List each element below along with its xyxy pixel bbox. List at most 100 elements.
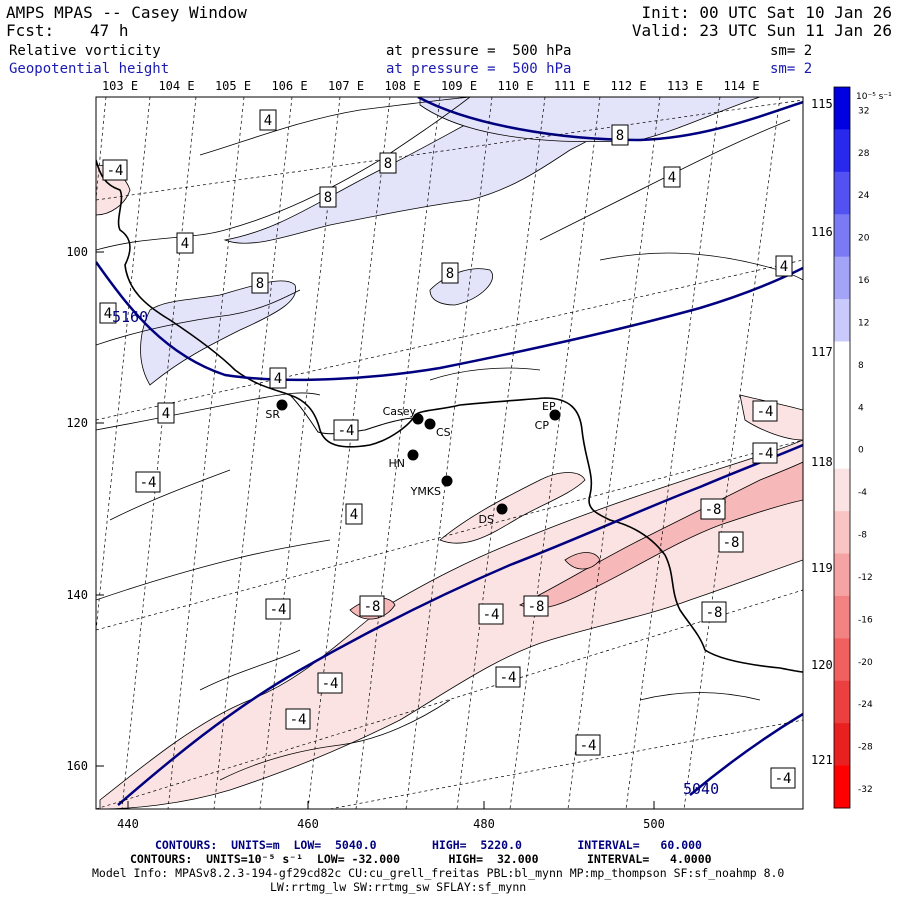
parallel-line [329, 719, 803, 809]
colorbar-swatch [834, 256, 850, 300]
vorticity-contour-label: -8 [700, 498, 726, 520]
vorticity-contour-label: -8 [523, 595, 549, 617]
vorticity-labels: 4 8 8 8 4 8 4 4 8 4 4 4 4 -4 -4 -4 -4 -8 -8 -8 -8 -4 -4 -8 -4 -4 -… [99, 109, 796, 789]
station-ymks: YMKS [410, 475, 453, 498]
colorbar-swatch [834, 595, 850, 639]
top-longitude-labels: 103 E 104 E 105 E 106 E 107 E 108 E 109 E 110 E… [102, 79, 760, 93]
svg-text:4: 4 [264, 113, 272, 129]
top-lon-label: 106 E [271, 79, 307, 93]
colorbar-unit: 10⁻⁵ s⁻¹ [856, 92, 892, 102]
colorbar-label: 32 [858, 106, 869, 116]
vorticity-contour-label: 4 [99, 302, 117, 324]
station-hn: HN [389, 449, 419, 470]
vorticity-contour-label: -4 [770, 767, 796, 789]
init-time: Init: 00 UTC Sat 10 Jan 26 [641, 3, 892, 22]
svg-text:8: 8 [446, 266, 454, 282]
svg-text:DS: DS [479, 513, 494, 526]
svg-text:4: 4 [668, 170, 676, 186]
svg-text:4: 4 [274, 371, 282, 387]
colorbar-label: -16 [858, 615, 873, 625]
vorticity-contour-label: -8 [701, 601, 727, 623]
svg-text:8: 8 [324, 190, 332, 206]
colorbar-label: -20 [858, 658, 873, 668]
colorbar-label: -4 [858, 488, 867, 498]
top-lon-label: 113 E [667, 79, 703, 93]
svg-text:-4: -4 [580, 738, 597, 754]
vorticity-contour-label: -4 [285, 708, 311, 730]
station-markers: SR Casey CS HN YMKS DS CP EP [265, 399, 561, 526]
colorbar-label: -8 [858, 531, 867, 541]
colorbar-label: 28 [858, 149, 870, 159]
svg-text:4: 4 [181, 236, 189, 252]
colorbar-swatch [834, 214, 850, 258]
top-lon-label: 111 E [554, 79, 590, 93]
vorticity-contour-label: -4 [752, 442, 778, 464]
vorticity-contour-label: -4 [575, 734, 601, 756]
vorticity-contour-label: 4 [775, 255, 793, 277]
meridian-line [121, 97, 197, 809]
vorticity-contour-label: 4 [269, 367, 287, 389]
field2-name: Geopotential height [9, 61, 170, 77]
svg-text:4: 4 [162, 406, 170, 422]
colorbar-label: -12 [858, 573, 873, 583]
top-lon-label: 105 E [215, 79, 251, 93]
vorticity-contour-label: -8 [359, 595, 385, 617]
colorbar-label: 0 [858, 446, 864, 456]
svg-text:Casey: Casey [383, 405, 417, 418]
svg-text:-8: -8 [528, 599, 545, 615]
y-tick-label: 140 [66, 588, 88, 602]
vorticity-contour-label: 4 [176, 232, 194, 254]
vorticity-contour-label: 8 [251, 272, 269, 294]
svg-text:CP: CP [535, 419, 550, 432]
colorbar-swatch [834, 553, 850, 597]
svg-text:8: 8 [616, 128, 624, 144]
height-label: 5040 [683, 780, 719, 798]
svg-text:SR: SR [265, 408, 280, 421]
forecast-label: Fcst: [6, 21, 55, 40]
top-lon-label: 110 E [497, 79, 533, 93]
vorticity-contour-label: -4 [495, 666, 521, 688]
svg-text:-8: -8 [723, 535, 740, 551]
colorbar-swatch [834, 299, 850, 342]
top-lon-label: 114 E [723, 79, 759, 93]
x-tick-label: 480 [473, 817, 495, 831]
station-ds: DS [479, 503, 508, 526]
vorticity-contour-label: 8 [611, 124, 629, 146]
colorbar-swatch [834, 426, 850, 470]
colorbar-swatch [834, 129, 850, 173]
svg-text:EP: EP [542, 400, 556, 413]
colorbar-swatch [834, 87, 850, 130]
svg-text:-8: -8 [364, 599, 381, 615]
svg-text:-4: -4 [757, 446, 774, 462]
y-tick-label: 160 [66, 759, 88, 773]
svg-text:-8: -8 [706, 605, 723, 621]
vorticity-contour-label: 4 [663, 166, 681, 188]
vorticity-contour-label: -4 [478, 603, 504, 625]
field2-smoothing: sm= 2 [770, 61, 813, 77]
station-casey: Casey [383, 405, 424, 425]
vorticity-contour-label: 8 [319, 186, 337, 208]
vorticity-contour-label: -8 [718, 531, 744, 553]
x-tick-label: 460 [297, 817, 319, 831]
vorticity-contour-label: 4 [157, 402, 175, 424]
svg-text:YMKS: YMKS [410, 485, 441, 498]
field1-smoothing: sm= 2 [770, 43, 813, 59]
colorbar-label: 8 [858, 361, 864, 371]
svg-text:-4: -4 [270, 602, 287, 618]
geopotential-height-contours [96, 97, 803, 806]
svg-text:-4: -4 [775, 771, 792, 787]
svg-text:-4: -4 [500, 670, 517, 686]
svg-text:-4: -4 [290, 712, 307, 728]
colorbar-swatch [834, 511, 850, 555]
colorbar-label: 12 [858, 318, 869, 328]
station-cp: CP [535, 409, 561, 432]
y-tick-label: 100 [66, 245, 88, 259]
station-cs: CS [424, 418, 451, 439]
parallel-line [96, 99, 803, 201]
parallel-line [96, 439, 803, 631]
vorticity-contour-label: -4 [265, 598, 291, 620]
vorticity-contour-label: 4 [345, 503, 363, 525]
map-plot-area: 4 8 8 8 4 8 4 4 8 4 4 4 4 -4 -4 -4 -4 -8 -8 -8 -8 -4 -4 -8 -4 -4 -… [96, 97, 803, 809]
vorticity-contours [96, 97, 803, 781]
